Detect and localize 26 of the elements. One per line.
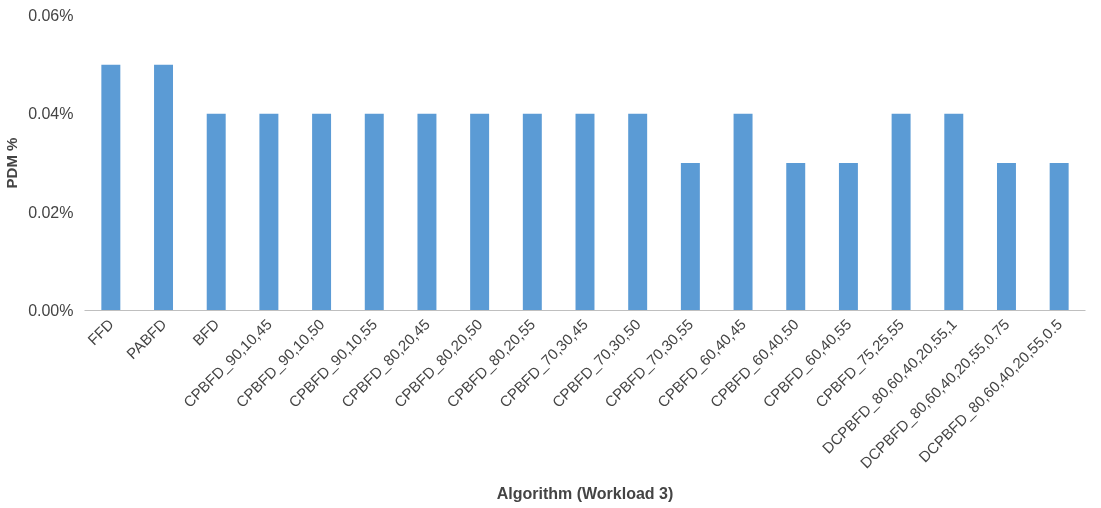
bar (206, 113, 226, 311)
bar (470, 113, 490, 311)
x-axis-title: Algorithm (Workload 3) (496, 485, 674, 503)
bar (1049, 163, 1069, 311)
bar (259, 113, 279, 311)
bar (417, 113, 437, 311)
bar (101, 64, 121, 311)
bar (522, 113, 542, 311)
bar (786, 163, 806, 311)
y-axis-title: PDM % (3, 137, 21, 189)
y-tick-label: 0.02% (28, 203, 74, 221)
bar (575, 113, 595, 311)
bar (944, 113, 964, 311)
bar (628, 113, 648, 311)
y-tick-label: 0.00% (28, 302, 74, 319)
bar (364, 113, 384, 311)
bar (891, 113, 911, 311)
y-tick-label: 0.06% (28, 7, 74, 24)
bar (733, 113, 753, 311)
bar (154, 64, 174, 311)
bar (838, 163, 858, 311)
bar (312, 113, 332, 311)
bar (680, 163, 700, 311)
x-tick-label: FFD (84, 315, 117, 349)
y-tick-label: 0.04% (28, 105, 74, 123)
bar (996, 163, 1016, 311)
